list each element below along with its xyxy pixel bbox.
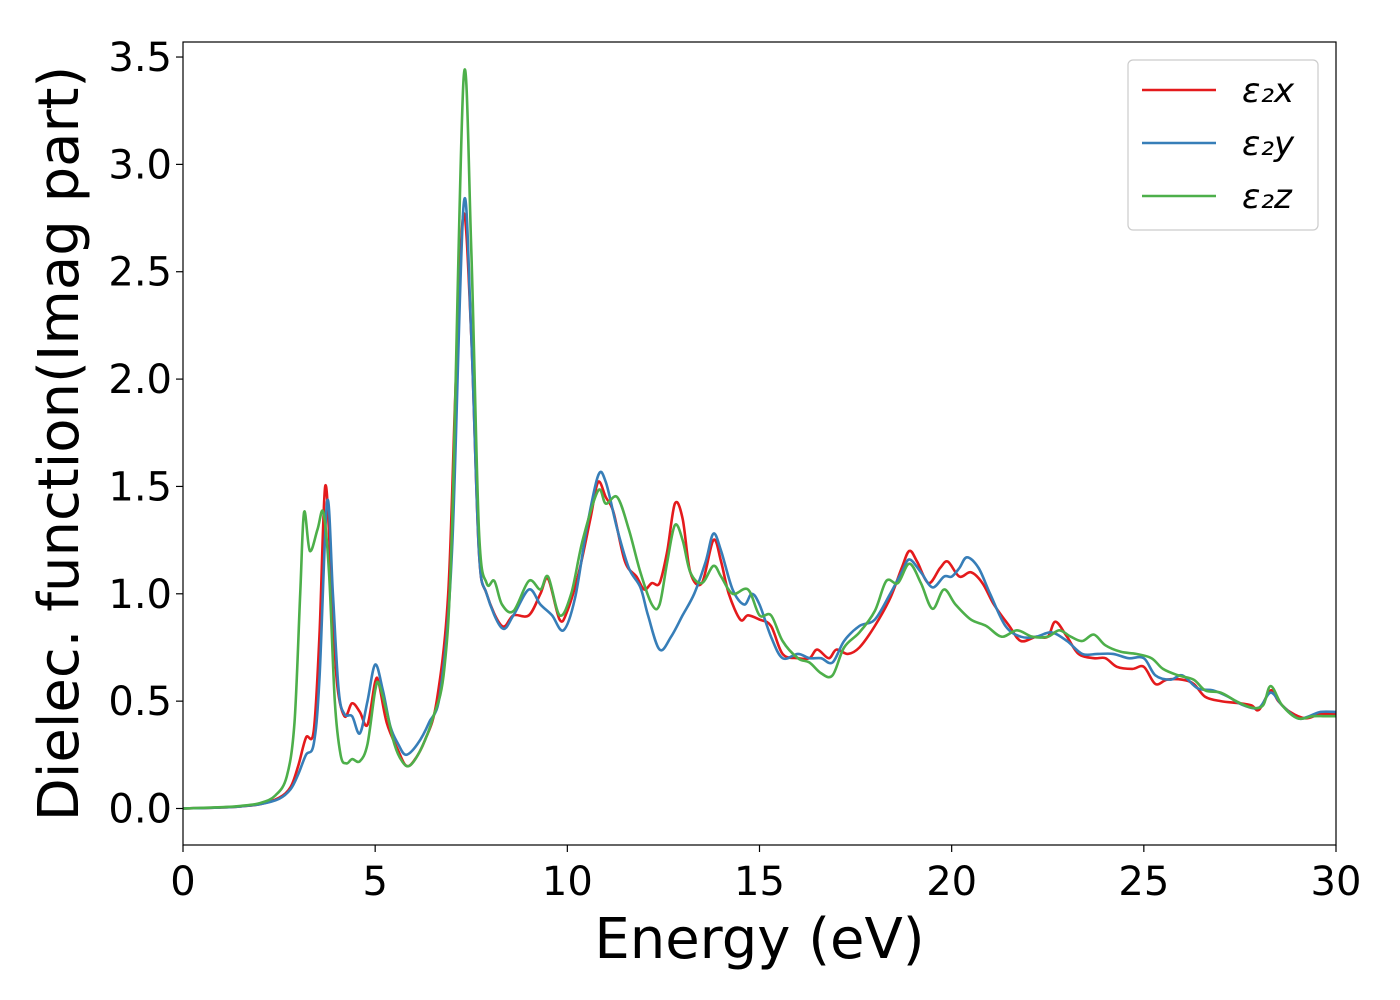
- y-axis: 0.0 0.5 1.0 1.5 2.0 2.5 3.0 3.5: [108, 35, 183, 833]
- x-tick-label: 0: [170, 859, 195, 905]
- series-line-2: [183, 196, 1336, 810]
- x-axis: 0 5 10 15 20 25 30: [170, 845, 1361, 905]
- legend-label: ε₂y: [1242, 124, 1295, 164]
- series-line-3: [183, 68, 1336, 810]
- y-tick-label: 1.5: [108, 464, 172, 510]
- y-tick-label: 3.5: [108, 35, 172, 81]
- x-tick-label: 20: [926, 859, 977, 905]
- y-tick-label: 0.5: [108, 679, 172, 725]
- legend-label: ε₂x: [1242, 71, 1295, 111]
- y-tick-label: 3.0: [108, 142, 172, 188]
- y-tick-label: 1.0: [108, 572, 172, 618]
- x-tick-label: 10: [542, 859, 593, 905]
- y-tick-label: 0.0: [108, 787, 172, 833]
- series-layer: [183, 68, 1336, 810]
- x-tick-label: 15: [734, 859, 785, 905]
- legend: ε₂x ε₂y ε₂z: [1127, 59, 1319, 231]
- y-tick-label: 2.0: [108, 357, 172, 403]
- legend-label: ε₂z: [1242, 177, 1293, 217]
- y-tick-label: 2.5: [108, 250, 172, 296]
- x-tick-label: 30: [1311, 859, 1362, 905]
- x-tick-label: 5: [362, 859, 387, 905]
- legend-box: [1127, 59, 1319, 231]
- series-line-1: [183, 212, 1336, 810]
- x-axis-label: Energy (eV): [594, 907, 924, 972]
- x-tick-label: 25: [1118, 859, 1169, 905]
- y-axis-label: Dielec. function(Imag part): [27, 66, 92, 822]
